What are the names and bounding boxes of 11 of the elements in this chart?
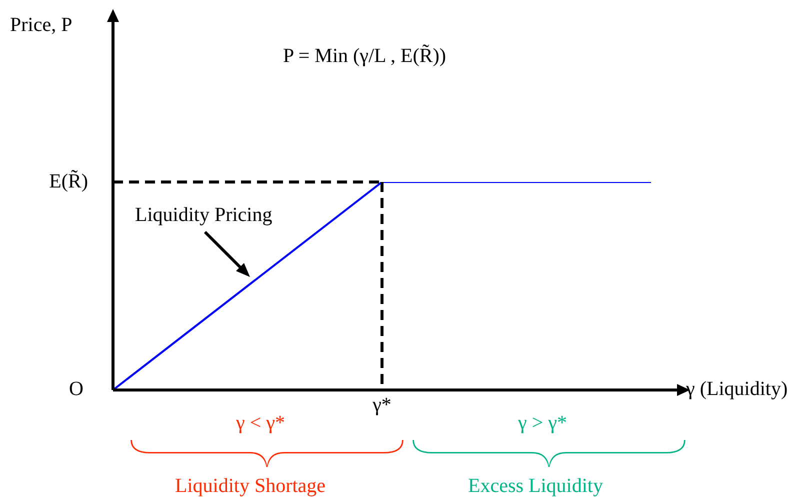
ref-line-label: E(R̃)	[49, 169, 88, 192]
text: P = Min (γ/L , E(R̃))	[283, 45, 446, 68]
x-axis-title: γ (Liquidity)	[686, 378, 788, 401]
text: γ > γ*	[518, 412, 567, 435]
annotation: Liquidity Pricing	[135, 204, 272, 227]
text: Excess Liquidity	[468, 475, 603, 497]
x-tick-label: O	[69, 378, 84, 401]
x-tick-label: γ*	[372, 394, 392, 417]
text: γ < γ*	[236, 412, 285, 435]
text: Liquidity Shortage	[175, 475, 326, 497]
text: Price, P	[10, 14, 72, 37]
